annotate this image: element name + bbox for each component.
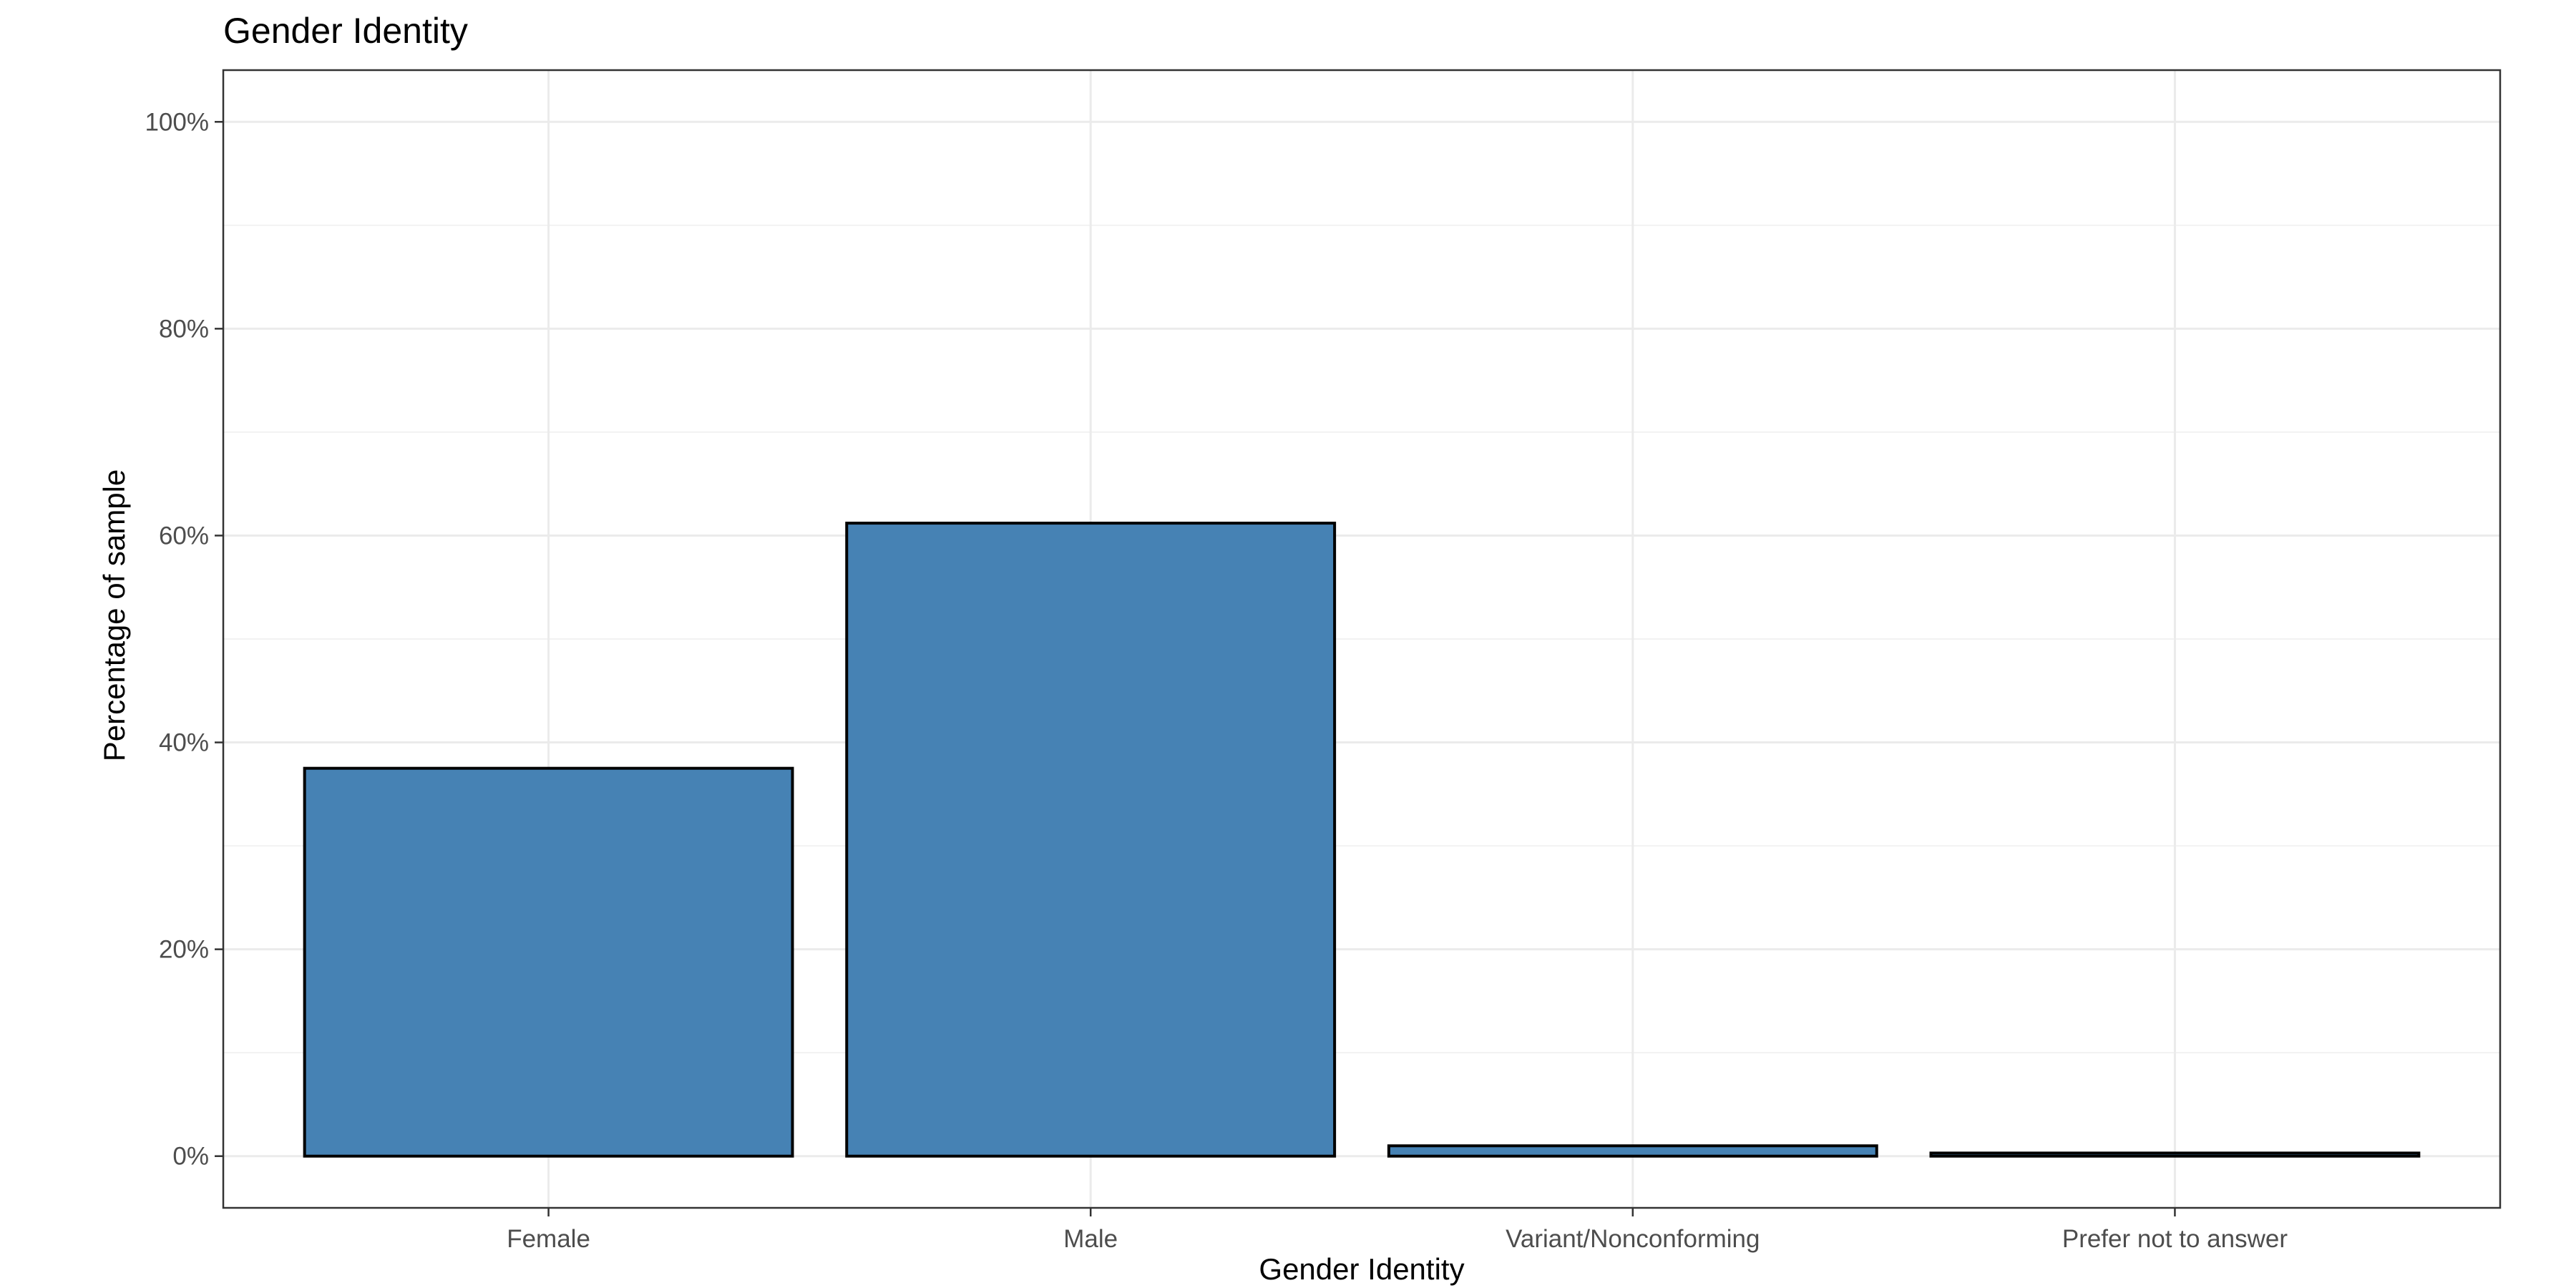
- x-tick-label: Female: [507, 1225, 590, 1253]
- y-tick-label: 80%: [159, 315, 209, 343]
- x-axis-ticks: Female Male Variant/Nonconforming Prefer no…: [507, 1208, 2288, 1253]
- y-tick-label: 40%: [159, 729, 209, 757]
- y-axis-title: Percentage of sample: [97, 469, 131, 762]
- x-tick-label: Prefer not to answer: [2062, 1225, 2288, 1253]
- y-tick-label: 60%: [159, 522, 209, 550]
- bar-male: [845, 522, 1337, 1158]
- y-axis-ticks: 0% 20% 40% 60% 80% 100%: [145, 108, 223, 1171]
- bar-female: [303, 766, 794, 1158]
- y-tick-label: 100%: [145, 108, 209, 136]
- y-tick-label: 0%: [172, 1143, 209, 1171]
- bars: [303, 522, 2421, 1158]
- chart-title: Gender Identity: [223, 11, 468, 51]
- panel-border: [222, 69, 2502, 1209]
- x-tick-label: Variant/Nonconforming: [1506, 1225, 1760, 1253]
- bar-prefer-not-to-answer: [1929, 1151, 2421, 1158]
- bar-variant-nonconforming: [1387, 1144, 1878, 1158]
- x-tick-label: Male: [1063, 1225, 1118, 1253]
- y-tick-label: 20%: [159, 936, 209, 964]
- x-axis-title: Gender Identity: [1259, 1252, 1464, 1286]
